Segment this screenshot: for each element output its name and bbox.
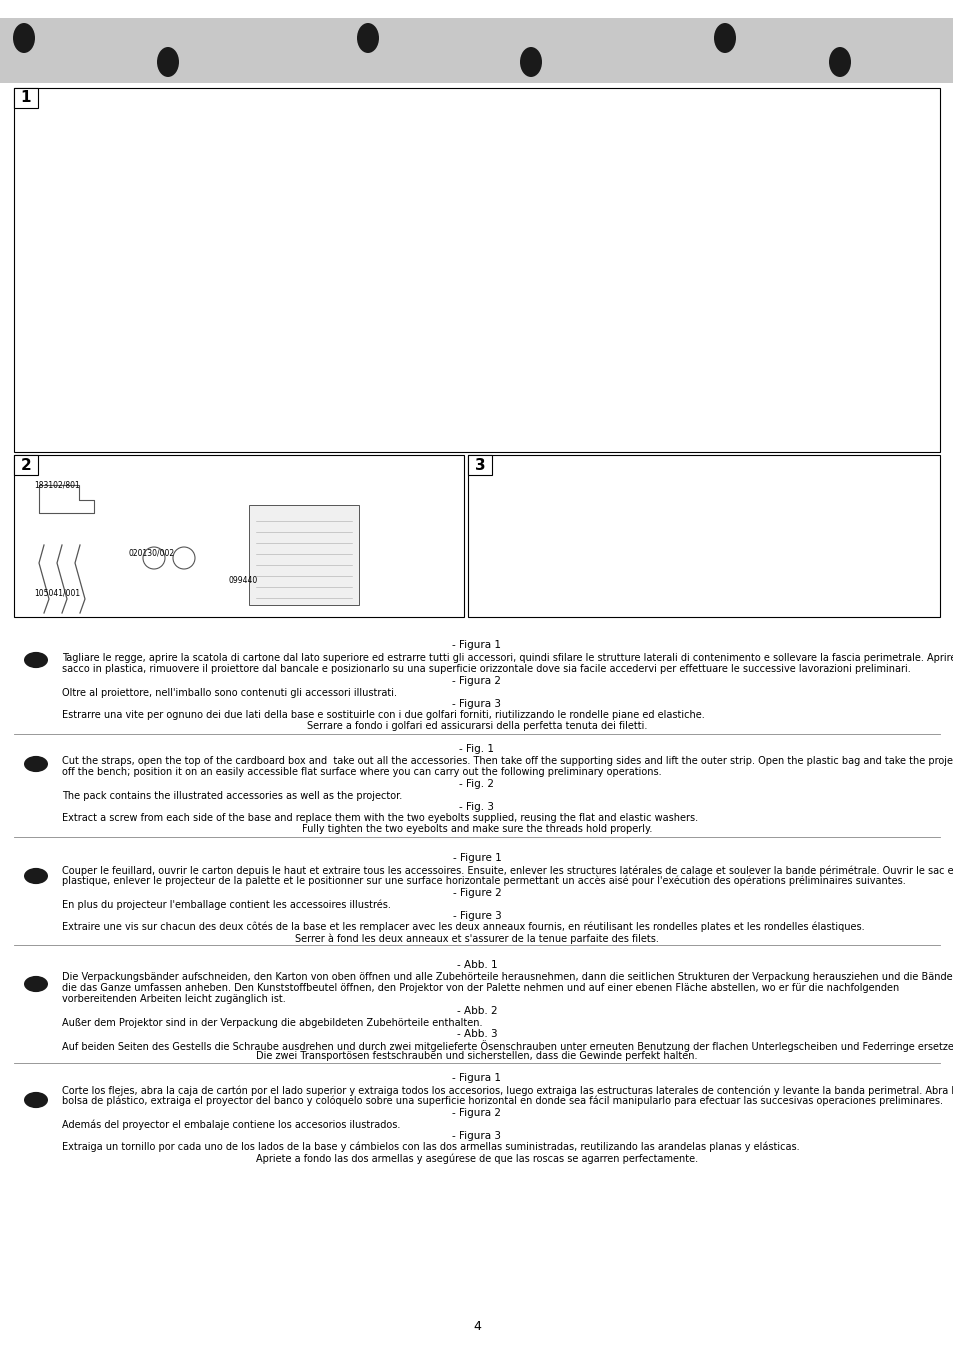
Text: - Abb. 3: - Abb. 3 <box>456 1029 497 1039</box>
Bar <box>14 88 38 108</box>
Text: 105041/001: 105041/001 <box>34 588 80 598</box>
Text: - Abb. 2: - Abb. 2 <box>456 1006 497 1016</box>
Text: Oltre al proiettore, nell'imballo sono contenuti gli accessori illustrati.: Oltre al proiettore, nell'imballo sono c… <box>62 688 396 697</box>
Text: 020130/002: 020130/002 <box>129 548 175 557</box>
Text: - Figura 1: - Figura 1 <box>452 1072 501 1083</box>
Text: - Figura 3: - Figura 3 <box>452 699 501 710</box>
Bar <box>0 18 953 84</box>
Text: Cut the straps, open the top of the cardboard box and  take out all the accessor: Cut the straps, open the top of the card… <box>62 755 953 766</box>
Bar <box>468 455 939 616</box>
Text: off the bench; position it on an easily accessible flat surface where you can ca: off the bench; position it on an easily … <box>62 768 661 777</box>
Text: - Figure 2: - Figure 2 <box>452 888 501 898</box>
Text: - Fig. 3: - Fig. 3 <box>459 803 494 812</box>
Text: En plus du projecteur l'emballage contient les accessoires illustrés.: En plus du projecteur l'emballage contie… <box>62 900 391 911</box>
Ellipse shape <box>13 23 35 53</box>
Ellipse shape <box>24 755 48 772</box>
Text: Auf beiden Seiten des Gestells die Schraube ausdrehen und durch zwei mitgeliefer: Auf beiden Seiten des Gestells die Schra… <box>62 1040 953 1052</box>
Text: - Figura 2: - Figura 2 <box>452 676 501 687</box>
Text: sacco in plastica, rimuovere il proiettore dal bancale e posizionarlo su una sup: sacco in plastica, rimuovere il proietto… <box>62 664 910 674</box>
Ellipse shape <box>157 47 179 77</box>
Text: Apriete a fondo las dos armellas y asegúrese de que las roscas se agarren perfec: Apriete a fondo las dos armellas y asegú… <box>255 1153 698 1163</box>
Text: - Figure 3: - Figure 3 <box>452 911 501 921</box>
Ellipse shape <box>713 23 735 53</box>
Ellipse shape <box>24 975 48 992</box>
Text: 4: 4 <box>473 1321 480 1333</box>
Text: - Figura 3: - Figura 3 <box>452 1130 501 1141</box>
Ellipse shape <box>24 1091 48 1108</box>
Text: Estrarre una vite per ognuno dei due lati della base e sostituirle con i due gol: Estrarre una vite per ognuno dei due lat… <box>62 710 704 720</box>
Text: Couper le feuillard, ouvrir le carton depuis le haut et extraire tous les access: Couper le feuillard, ouvrir le carton de… <box>62 865 953 876</box>
Ellipse shape <box>519 47 541 77</box>
Text: Die Verpackungsbänder aufschneiden, den Karton von oben öffnen und alle Zubehört: Die Verpackungsbänder aufschneiden, den … <box>62 973 953 982</box>
Text: - Fig. 2: - Fig. 2 <box>459 778 494 789</box>
Text: Extraire une vis sur chacun des deux côtés de la base et les remplacer avec les : Extraire une vis sur chacun des deux côt… <box>62 921 863 932</box>
Text: 1: 1 <box>21 90 31 105</box>
Bar <box>14 455 463 616</box>
Text: plastique, enlever le projecteur de la palette et le positionner sur une surface: plastique, enlever le projecteur de la p… <box>62 876 904 886</box>
Text: - Figura 2: - Figura 2 <box>452 1108 501 1118</box>
Text: Serrer à fond les deux anneaux et s'assurer de la tenue parfaite des filets.: Serrer à fond les deux anneaux et s'assu… <box>294 934 659 943</box>
Text: Die zwei Transportösen festschrauben und sicherstellen, dass die Gewinde perfekt: Die zwei Transportösen festschrauben und… <box>256 1051 697 1062</box>
Text: - Abb. 1: - Abb. 1 <box>456 960 497 970</box>
Text: 183102/801: 183102/801 <box>34 480 80 488</box>
Text: Serrare a fondo i golfari ed assicurarsi della perfetta tenuta dei filetti.: Serrare a fondo i golfari ed assicurarsi… <box>307 720 646 731</box>
Bar <box>468 455 492 475</box>
Text: Extract a screw from each side of the base and replace them with the two eyebolt: Extract a screw from each side of the ba… <box>62 813 698 823</box>
Text: Corte los flejes, abra la caja de cartón por el lado superior y extraiga todos l: Corte los flejes, abra la caja de cartón… <box>62 1085 953 1095</box>
Ellipse shape <box>356 23 378 53</box>
Text: vorbereitenden Arbeiten leicht zugänglich ist.: vorbereitenden Arbeiten leicht zugänglic… <box>62 994 286 1004</box>
Text: Además del proyector el embalaje contiene los accesorios ilustrados.: Además del proyector el embalaje contien… <box>62 1120 400 1130</box>
Text: bolsa de plástico, extraiga el proyector del banco y colóquelo sobre una superfi: bolsa de plástico, extraiga el proyector… <box>62 1095 942 1106</box>
Ellipse shape <box>24 652 48 668</box>
Text: The pack contains the illustrated accessories as well as the projector.: The pack contains the illustrated access… <box>62 791 402 801</box>
Bar <box>249 505 358 604</box>
Text: - Figure 1: - Figure 1 <box>452 853 501 863</box>
Text: - Figura 1: - Figura 1 <box>452 639 501 650</box>
Bar <box>14 88 939 452</box>
Text: 099440: 099440 <box>229 576 258 585</box>
Text: Extraiga un tornillo por cada uno de los lados de la base y cámbielos con las do: Extraiga un tornillo por cada uno de los… <box>62 1143 799 1152</box>
Bar <box>14 455 38 475</box>
Text: 2: 2 <box>21 457 31 472</box>
Text: 3: 3 <box>475 457 485 472</box>
Text: die das Ganze umfassen anheben. Den Kunststoffbeutel öffnen, den Projektor von d: die das Ganze umfassen anheben. Den Kuns… <box>62 983 899 993</box>
Text: Tagliare le regge, aprire la scatola di cartone dal lato superiore ed estrarre t: Tagliare le regge, aprire la scatola di … <box>62 653 953 662</box>
Text: Außer dem Projektor sind in der Verpackung die abgebildeten Zubehörteile enthalt: Außer dem Projektor sind in der Verpacku… <box>62 1018 482 1028</box>
Text: Fully tighten the two eyebolts and make sure the threads hold properly.: Fully tighten the two eyebolts and make … <box>301 824 652 834</box>
Ellipse shape <box>828 47 850 77</box>
Ellipse shape <box>24 867 48 884</box>
Text: - Fig. 1: - Fig. 1 <box>459 745 494 754</box>
